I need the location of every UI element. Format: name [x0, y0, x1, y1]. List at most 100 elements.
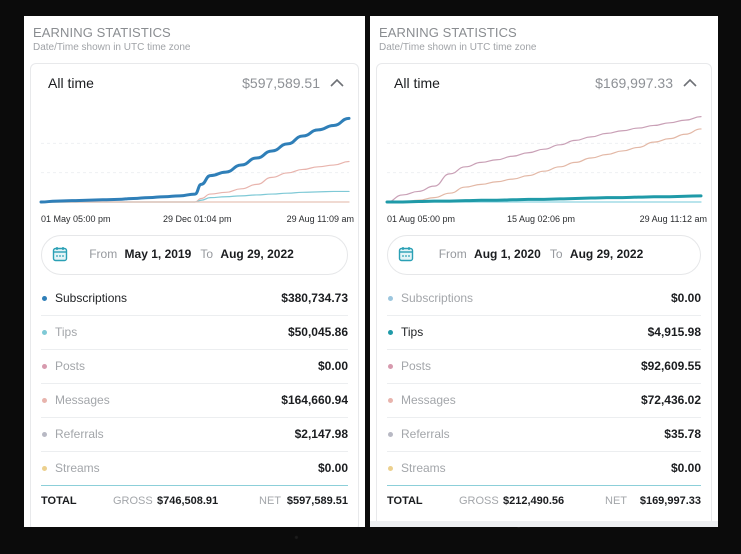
- x-tick-label: 01 May 05:00 pm: [41, 214, 111, 224]
- card-header[interactable]: All time $597,589.51: [48, 74, 346, 94]
- category-name: Posts: [55, 359, 86, 373]
- date-range-picker[interactable]: From May 1, 2019 To Aug 29, 2022: [41, 235, 348, 275]
- category-row-posts[interactable]: Posts $0.00: [41, 350, 348, 384]
- category-row-referrals[interactable]: Referrals $35.78: [387, 418, 701, 452]
- legend-dot: [388, 364, 393, 369]
- period-label: All time: [394, 75, 440, 91]
- from-label: From: [89, 247, 118, 261]
- period-amount: $597,589.51: [242, 75, 320, 91]
- legend-dot: [42, 432, 47, 437]
- legend-dot: [388, 432, 393, 437]
- from-label: From: [438, 247, 467, 261]
- gross-label: GROSS: [459, 495, 499, 507]
- legend-dot: [388, 330, 393, 335]
- panel-title: EARNING STATISTICS: [379, 25, 517, 40]
- earning-statistics-panel-right: EARNING STATISTICS Date/Time shown in UT…: [370, 16, 718, 527]
- category-row-subscriptions[interactable]: Subscriptions $0.00: [387, 282, 701, 316]
- totals-row: TOTAL GROSS $746,508.91 NET $597,589.51: [41, 492, 348, 512]
- legend-dot: [42, 296, 47, 301]
- category-amount: $72,436.02: [640, 393, 701, 407]
- category-name: Messages: [401, 393, 456, 407]
- category-amount: $4,915.98: [647, 325, 701, 339]
- category-row-posts[interactable]: Posts $92,609.55: [387, 350, 701, 384]
- category-row-streams[interactable]: Streams $0.00: [387, 452, 701, 486]
- x-axis-ticks: 01 Aug 05:00 pm 15 Aug 02:06 pm 29 Aug 1…: [381, 214, 707, 226]
- series-line-posts: [386, 116, 702, 203]
- category-row-messages[interactable]: Messages $164,660.94: [41, 384, 348, 418]
- category-amount: $0.00: [317, 359, 348, 373]
- calendar-icon: [52, 247, 68, 262]
- x-tick-label: 15 Aug 02:06 pm: [507, 214, 576, 224]
- total-label: TOTAL: [387, 495, 423, 507]
- legend-dot: [42, 398, 47, 403]
- category-row-streams[interactable]: Streams $0.00: [41, 452, 348, 486]
- series-line-subscriptions: [39, 116, 351, 204]
- category-amount: $0.00: [670, 461, 701, 475]
- net-amount: $597,589.51: [286, 495, 348, 507]
- x-tick-label: 01 Aug 05:00 pm: [387, 214, 456, 224]
- gross-amount: $746,508.91: [157, 495, 219, 507]
- panel-subtitle: Date/Time shown in UTC time zone: [379, 42, 537, 53]
- x-axis-ticks: 01 May 05:00 pm 29 Dec 01:04 pm 29 Aug 1…: [35, 214, 354, 226]
- card-header[interactable]: All time $169,997.33: [394, 74, 699, 94]
- category-row-referrals[interactable]: Referrals $2,147.98: [41, 418, 348, 452]
- category-name: Streams: [55, 461, 100, 475]
- from-date[interactable]: Aug 1, 2020: [474, 247, 541, 261]
- date-range-picker[interactable]: From Aug 1, 2020 To Aug 29, 2022: [387, 235, 701, 275]
- category-list: Subscriptions $380,734.73 Tips $50,045.86 …: [41, 282, 348, 486]
- category-amount: $2,147.98: [294, 427, 348, 441]
- to-date[interactable]: Aug 29, 2022: [220, 247, 294, 261]
- total-label: TOTAL: [41, 495, 77, 507]
- series-line-messages: [386, 128, 702, 203]
- category-amount: $92,609.55: [640, 359, 701, 373]
- chevron-up-icon[interactable]: [681, 74, 699, 92]
- category-name: Tips: [401, 325, 424, 339]
- scroll-edge: [370, 521, 718, 527]
- totals-row: TOTAL GROSS $212,490.56 NET $169,997.33: [387, 492, 701, 512]
- earnings-line-chart: [39, 116, 351, 204]
- x-tick-label: 29 Aug 11:12 am: [639, 214, 707, 224]
- category-amount: $35.78: [664, 427, 701, 441]
- net-label: NET: [259, 495, 281, 507]
- category-row-tips[interactable]: Tips $4,915.98: [387, 316, 701, 350]
- category-name: Subscriptions: [55, 291, 128, 305]
- category-amount: $0.00: [317, 461, 348, 475]
- legend-dot: [388, 296, 393, 301]
- category-row-messages[interactable]: Messages $72,436.02: [387, 384, 701, 418]
- category-name: Streams: [401, 461, 446, 475]
- legend-dot: [42, 466, 47, 471]
- category-name: Referrals: [55, 427, 104, 441]
- x-tick-label: 29 Dec 01:04 pm: [163, 214, 232, 224]
- stats-card: All time $597,589.51 01 May 05:00 pm 29 …: [30, 63, 359, 527]
- category-name: Subscriptions: [401, 291, 474, 305]
- legend-dot: [42, 364, 47, 369]
- gross-amount: $212,490.56: [503, 495, 565, 507]
- chevron-up-icon[interactable]: [328, 74, 346, 92]
- to-label: To: [549, 247, 563, 261]
- x-tick-label: 29 Aug 11:09 am: [286, 214, 354, 224]
- category-amount: $164,660.94: [281, 393, 348, 407]
- legend-dot: [42, 330, 47, 335]
- category-amount: $0.00: [670, 291, 701, 305]
- from-date[interactable]: May 1, 2019: [124, 247, 192, 261]
- period-amount: $169,997.33: [595, 75, 673, 91]
- category-row-tips[interactable]: Tips $50,045.86: [41, 316, 348, 350]
- category-list: Subscriptions $0.00 Tips $4,915.98 Posts $9…: [387, 282, 701, 486]
- series-line-tips: [385, 194, 703, 204]
- panel-title: EARNING STATISTICS: [33, 25, 171, 40]
- category-name: Messages: [55, 393, 110, 407]
- net-label: NET: [605, 495, 627, 507]
- gross-label: GROSS: [113, 495, 153, 507]
- legend-dot: [388, 398, 393, 403]
- earning-statistics-panel-left: EARNING STATISTICS Date/Time shown in UT…: [24, 16, 365, 527]
- category-name: Tips: [55, 325, 78, 339]
- net-amount: $169,997.33: [639, 495, 701, 507]
- legend-dot: [388, 466, 393, 471]
- stats-card: All time $169,997.33 01 Aug 05:00 pm 15 …: [376, 63, 712, 527]
- category-amount: $50,045.86: [287, 325, 348, 339]
- panel-subtitle: Date/Time shown in UTC time zone: [33, 42, 191, 53]
- to-date[interactable]: Aug 29, 2022: [569, 247, 644, 261]
- earnings-line-chart: [385, 116, 703, 204]
- category-name: Posts: [401, 359, 432, 373]
- category-row-subscriptions[interactable]: Subscriptions $380,734.73: [41, 282, 348, 316]
